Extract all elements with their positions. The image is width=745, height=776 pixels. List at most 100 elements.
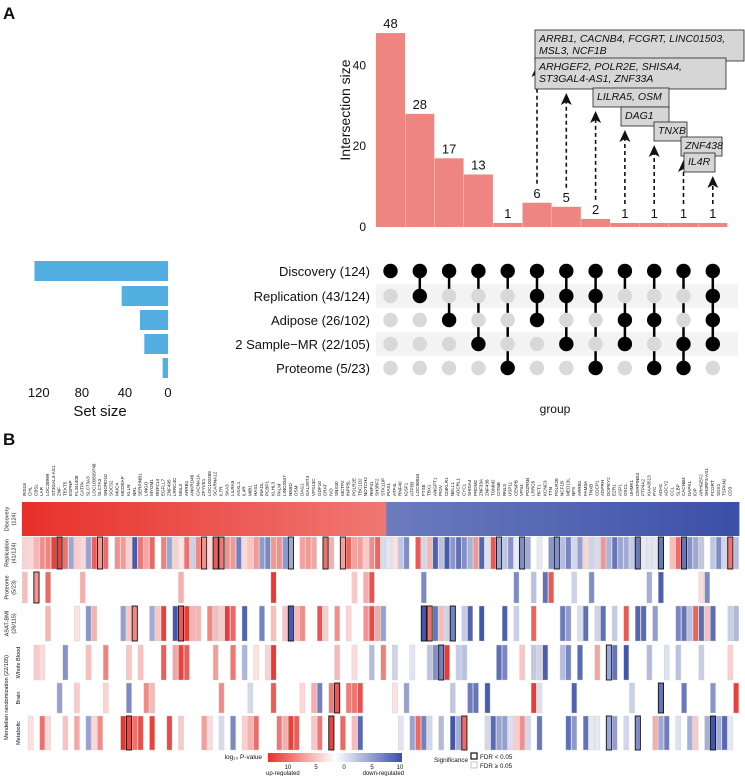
heatmap-cell [392,502,399,536]
heatmap-cell [704,502,711,536]
membership-dot-empty [617,360,633,376]
heatmap-cell [710,536,716,570]
membership-dot-empty [383,336,398,352]
heatmap-cell [478,605,485,642]
gene-column-label: SOX2 [716,483,721,496]
heatmap-cell [438,536,445,570]
heatmap-cell [629,536,635,570]
heatmap-cell [496,644,502,681]
heatmap-cell [120,536,126,570]
heatmap-cell [299,536,306,570]
bar-value-label: 1 [504,206,511,221]
intersection-bar [551,206,581,227]
heatmap-cell [715,536,722,570]
membership-dot-filled [705,288,720,304]
set-size-tick-label: 40 [118,385,132,400]
heatmap-cell [548,502,555,536]
heatmap-cell [230,715,236,751]
gene-column-label: ANKRD46 [190,474,195,496]
gene-column-label: NELL1 [450,482,455,496]
heatmap-cell [525,715,531,751]
heatmap-cell [704,715,710,751]
heatmap-cell [594,502,601,536]
heatmap-cell [351,536,358,570]
heatmap-cell [577,502,584,536]
heatmap-cell [183,502,191,536]
heatmap-cell [62,502,69,536]
heatmap-cell [39,715,46,751]
gene-column-label: ZFYVE1 [201,478,206,496]
heatmap-cell [467,605,473,642]
membership-dot-filled [617,312,633,328]
heatmap-cell [340,715,346,751]
gene-column-label: PALM [276,484,281,496]
heatmap-cell [553,536,560,570]
heatmap-cell [97,536,104,570]
heatmap-cell [565,502,572,536]
heatmap-cell [594,605,601,642]
membership-dot-filled [500,360,515,376]
heatmap-cell [305,502,312,536]
heatmap-cell [282,605,288,642]
heatmap-cell [675,715,682,751]
heatmap-cell [600,605,606,642]
heatmap-cell [126,644,132,681]
gene-column-label: MCDEAP [120,476,125,496]
membership-dot-filled [647,263,662,279]
heatmap-cell [507,502,514,536]
heatmap-cell [432,605,439,642]
heatmap-cell [582,605,589,642]
gene-column-label: FTSE [421,484,426,496]
heatmap-cell [322,605,329,642]
set-name-label: Replication (43/124) [254,289,370,304]
gene-column-label: SKA3 [224,484,229,496]
membership-dot-filled [676,360,691,376]
gene-column-label: CHL [28,486,33,496]
heatmap-cell [270,644,277,681]
heatmap-cell [657,682,664,714]
intersection-bar [405,113,435,227]
heatmap-cell [79,502,87,536]
heatmap-cell [212,644,219,681]
heatmap-cell [386,536,392,570]
heatmap-cell [235,502,243,536]
heatmap-cell [455,536,462,570]
gene-column-label: ZNF495 [166,479,171,496]
heatmap-cell [369,605,375,642]
colorbar-tick-label: 10 [397,765,404,771]
heatmap-cell [582,715,589,751]
bar-value-label: 6 [533,186,540,201]
heatmap-cell [409,644,416,681]
heatmap-cell [207,502,214,536]
heatmap-cell [126,502,133,536]
gene-column-label: SLBP [675,484,680,496]
gene-column-label: TBC1D2 [357,478,362,496]
heatmap-cell [473,536,479,570]
heatmap-cell [62,715,69,751]
heatmap-cell [432,502,439,536]
intersection-bar [376,33,405,227]
heatmap-cell [663,502,671,536]
heatmap-cell [357,682,364,714]
heatmap-cell [565,644,572,681]
heatmap-row-label: ASAT-BMI [5,610,11,636]
heatmap-cell [519,502,526,536]
bar-value-label: 48 [383,16,397,31]
heatmap-cell [687,715,693,751]
set-name-label: Adipose (26/102) [271,313,370,328]
heatmap-cell [582,502,590,536]
gene-column-label: NFS [571,487,576,496]
heatmap-cell [85,536,92,570]
heatmap-cell [710,502,717,536]
heatmap-cell [270,536,277,570]
gene-column-label: ESPNP [68,480,73,496]
membership-dot-empty [588,312,603,328]
colorbar-tick-label: 5 [314,765,318,771]
heatmap-cell [611,715,618,751]
heatmap-cell [357,502,364,536]
heatmap-cell [79,571,86,604]
heatmap-cell [692,715,699,751]
heatmap-cell [501,502,509,536]
heatmap-cell [311,536,317,570]
intersection-bar [581,218,611,227]
